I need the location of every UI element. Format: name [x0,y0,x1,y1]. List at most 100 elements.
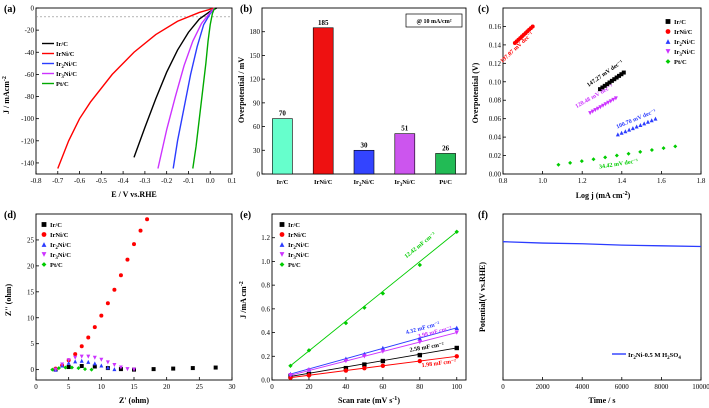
panel-d-xlabel: Z' (ohm) [119,396,149,405]
y-tick-label: 0.08 [489,97,502,105]
y-tick-label: 90 [253,99,261,107]
panel-b: (b) @ 10 mA/cm² 0 30 60 90 120 150 180 70 Ir/C 1… [237,4,467,188]
bar [272,118,293,175]
x-tick-label: -0.6 [74,177,86,185]
x-tick-label: 30 [229,383,237,391]
y-tick-label: -40 [25,49,35,57]
data-point [105,365,110,370]
series-line [57,7,215,169]
data-point [598,87,603,92]
legend-marker [41,262,47,267]
panel-c: (c) 0.8 1.0 1.2 1.4 1.6 1.8 0.00 0.02 0.04 0.06 0.… [471,4,706,200]
fit-line [290,347,457,377]
x-tick-label: 4000 [575,383,590,391]
x-tick-label: 0.1 [228,177,237,185]
panel-c-label: (c) [478,4,489,15]
y-tick-label: 15 [27,288,35,296]
y-tick-label: -60 [25,71,35,79]
data-point [79,358,84,363]
y-tick-label: 0.6 [261,305,270,313]
x-tick-label: 0 [34,383,38,391]
data-point [66,358,71,363]
data-point [380,363,386,368]
data-point [454,229,459,234]
data-point [89,367,94,372]
x-tick-label: 1.2 [578,177,587,185]
data-point [621,70,626,75]
x-tick-label: 0 [501,383,505,391]
data-point [118,273,123,278]
series-line [172,7,216,169]
x-tick-label: 1.8 [697,177,706,185]
legend-marker [665,19,671,24]
data-point [362,354,367,359]
data-point [598,105,603,110]
legend-label: Ir2Ni/C [50,242,71,251]
bar [312,27,334,175]
legend-marker [41,222,47,227]
data-point [638,122,643,127]
y-tick-label: 0 [31,366,35,374]
x-tick-label: -0.2 [161,177,173,185]
panel-e: (e) 0 20 40 60 80 100 0.0 0.2 0.4 0.6 0.8 1.0 1.2 2.… [239,210,467,405]
series-line [502,241,702,248]
panel-a-xlabel: E / V vs.RHE [111,190,157,199]
legend-label: Ir3Ni/C [288,252,309,261]
data-point [642,121,647,126]
y-tick-label: -140 [21,159,34,167]
legend-marker [41,232,47,237]
legend-marker [665,39,671,44]
panel-e-frame [271,213,467,381]
data-point [86,359,91,364]
legend-label: Pt/C [288,262,301,269]
data-point [603,102,608,107]
legend-label: Ir3Ni/C [50,252,71,261]
y-tick-label: 0 [257,171,261,179]
y-tick-label: 1.0 [261,258,270,266]
panel-e-label: (e) [240,210,251,221]
x-tick-label: -0.4 [118,177,130,185]
x-tick-label: 100 [452,383,463,391]
data-point [380,358,386,364]
data-point [619,130,624,135]
capacitance-label: 2.58 mF cm⁻² [409,342,444,354]
panel-c-ylabel: Overpotential (V) [471,62,480,123]
legend-label: Ir2Ni/C [56,61,77,70]
panel-f-legend-text: Ir2Ni-0.5 M H2SO4 [628,352,681,361]
legend-marker [665,49,671,54]
data-point [454,345,459,351]
data-point [362,365,367,371]
y-tick-label: 20 [27,262,35,270]
data-point [614,75,619,80]
x-tick-label: 6000 [615,383,630,391]
bar [394,133,416,175]
legend-label: IrNi/C [50,232,69,239]
data-point [617,73,622,78]
capacitance-label: 12.42 mF cm⁻² [404,232,437,260]
data-point [56,366,61,371]
data-point [606,100,611,105]
panel-c-frame [502,7,702,175]
y-tick-label: 150 [250,52,261,60]
fit-line [290,327,457,375]
legend-label: Pt/C [674,59,687,66]
data-point [623,129,628,134]
legend-marker [279,232,285,237]
category-label: Ir3Ni/C [394,179,415,188]
data-point [288,363,293,368]
x-tick-label: -0.3 [139,177,151,185]
y-tick-label: -80 [25,93,35,101]
panel-f-label: (f) [478,210,488,221]
y-tick-label: 0.16 [489,23,502,31]
legend-label: Ir2Ni/C [288,242,309,251]
panel-a-label: (a) [4,4,16,15]
data-point [627,127,632,132]
data-point [614,153,619,158]
data-point [79,363,84,368]
panel-f-frame [502,213,702,381]
y-tick-label: 0.00 [489,171,502,179]
legend-label: Ir3Ni/C [674,49,695,58]
data-point [600,85,605,90]
data-point [50,367,55,372]
